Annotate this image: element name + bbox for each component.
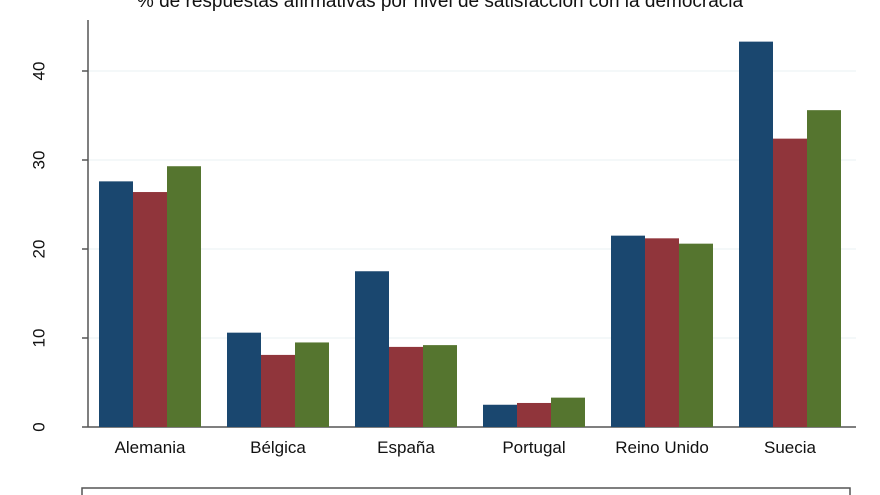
y-tick-label: 30 <box>29 151 48 170</box>
bar <box>807 110 841 427</box>
bar <box>227 332 261 427</box>
x-tick-label: Bélgica <box>250 438 306 457</box>
x-tick-label: Portugal <box>502 438 565 457</box>
bar <box>483 404 517 427</box>
bar <box>645 238 679 427</box>
x-tick-label: Suecia <box>764 438 817 457</box>
bar <box>99 181 133 427</box>
bar <box>739 41 773 427</box>
bar <box>295 342 329 427</box>
bar <box>517 402 551 427</box>
bar <box>389 346 423 427</box>
bar <box>133 192 167 427</box>
bar <box>355 271 389 427</box>
x-tick-label: Alemania <box>115 438 186 457</box>
bar <box>167 166 201 428</box>
bar <box>423 345 457 427</box>
chart-title: % de respuestas afirmativas por nivel de… <box>136 0 744 12</box>
y-tick-label: 20 <box>29 240 48 259</box>
bar <box>611 235 645 427</box>
y-tick-label: 40 <box>29 62 48 81</box>
bar <box>551 397 585 427</box>
bar <box>261 354 295 427</box>
x-tick-label: Reino Unido <box>615 438 709 457</box>
bar <box>679 243 713 427</box>
x-tick-label: España <box>377 438 435 457</box>
y-tick-label: 10 <box>29 329 48 348</box>
legend-box <box>81 487 851 495</box>
bar <box>773 138 807 427</box>
y-tick-label: 0 <box>29 422 48 431</box>
